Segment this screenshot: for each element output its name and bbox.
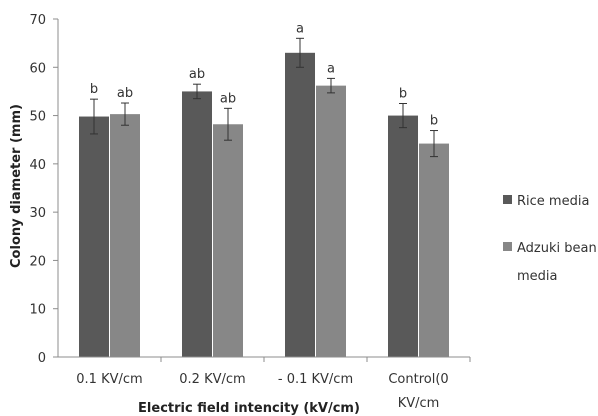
bar — [285, 52, 315, 358]
y-tick-label: 20 — [29, 254, 46, 269]
y-axis-title: Colony diameter (mm) — [9, 104, 24, 268]
data-label: b — [399, 87, 407, 102]
data-label: ab — [117, 86, 133, 101]
data-label: ab — [189, 67, 205, 82]
legend: Rice media Adzuki bean media — [503, 194, 597, 284]
bar — [79, 116, 109, 357]
bar — [182, 91, 212, 357]
bar — [213, 124, 243, 358]
y-tick-label: 50 — [29, 110, 46, 125]
x-tick-label: - 0.1 KV/cm — [278, 372, 353, 387]
bar — [316, 85, 346, 358]
x-axis-title: Electric field intencity (kV/cm) — [138, 401, 360, 416]
x-tick-label: Control(0 KV/cm — [388, 372, 448, 411]
bar — [388, 115, 418, 357]
data-label: a — [296, 21, 304, 36]
data-label: b — [90, 82, 98, 97]
legend-swatch — [503, 195, 512, 204]
x-tick-label: 0.2 KV/cm — [179, 372, 245, 387]
data-label: ab — [220, 91, 236, 106]
legend-label: Rice media — [517, 194, 589, 209]
y-tick-label: 10 — [29, 303, 46, 318]
x-axis-ticks: 0.1 KV/cm 0.2 KV/cm - 0.1 KV/cm Control(0 KV… — [76, 357, 471, 411]
y-tick-label: 30 — [29, 206, 46, 221]
y-axis-ticks: 0 10 20 30 40 50 60 70 — [29, 13, 58, 366]
legend-swatch — [503, 242, 512, 251]
y-tick-label: 60 — [29, 61, 46, 76]
bar — [419, 143, 449, 357]
data-label: b — [430, 114, 438, 129]
legend-label: Adzuki bean media — [517, 241, 597, 284]
y-tick-label: 70 — [29, 13, 46, 28]
y-tick-label: 40 — [29, 158, 46, 173]
y-tick-label: 0 — [38, 351, 46, 366]
bar — [110, 114, 140, 357]
data-label: a — [327, 61, 335, 76]
x-tick-label: 0.1 KV/cm — [76, 372, 142, 387]
